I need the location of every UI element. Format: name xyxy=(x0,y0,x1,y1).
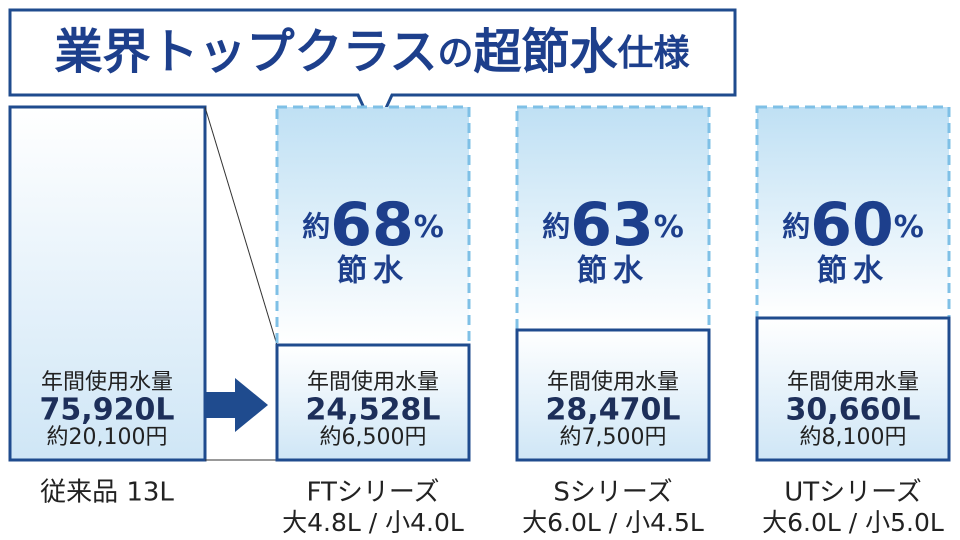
product-name: UTシリーズ xyxy=(784,478,922,508)
cost: 約6,500円 xyxy=(320,425,427,450)
flush-volume: 大4.8L / 小4.0L xyxy=(282,508,464,537)
saving-area xyxy=(275,105,471,347)
title: 業界トップクラスの超節水仕様 xyxy=(54,24,690,80)
saving: 約63% xyxy=(542,190,684,260)
title-part: 仕様 xyxy=(618,33,691,74)
saving: 約60% xyxy=(782,190,924,260)
saving-prefix: 約 xyxy=(782,210,810,243)
saving-prefix: 約 xyxy=(302,210,330,243)
product-name: Sシリーズ xyxy=(553,478,672,508)
saving-value: 60 xyxy=(810,190,894,260)
conventional-box xyxy=(8,105,207,462)
title-part: 超節水 xyxy=(474,24,619,80)
saving-unit: % xyxy=(894,210,924,245)
product-name: FTシリーズ xyxy=(306,478,439,508)
cost: 約7,500円 xyxy=(560,425,667,450)
usage-box xyxy=(275,343,471,462)
saving-area xyxy=(515,105,711,332)
saving-prefix: 約 xyxy=(542,210,570,243)
saving-unit: % xyxy=(414,210,444,245)
usage-box xyxy=(515,328,711,462)
connector xyxy=(204,106,278,346)
title-part: の xyxy=(438,33,474,74)
saving-label: 節水 xyxy=(337,254,409,289)
saving-value: 63 xyxy=(570,190,654,260)
usage-label: 年間使用水量 xyxy=(41,370,173,395)
saving-value: 68 xyxy=(330,190,414,260)
arrow xyxy=(205,378,268,432)
product-name: 従来品 13L xyxy=(40,478,174,508)
saving-label: 節水 xyxy=(817,254,889,289)
usage-label: 年間使用水量 xyxy=(307,370,439,395)
usage: 28,470L xyxy=(546,393,681,428)
cost: 約20,100円 xyxy=(47,425,168,450)
title-part: 業界トップクラス xyxy=(54,24,437,80)
saving: 約68% xyxy=(302,190,444,260)
flush-volume: 大6.0L / 小4.5L xyxy=(522,508,704,537)
flush-volume: 大6.0L / 小5.0L xyxy=(762,508,944,537)
saving-unit: % xyxy=(654,210,684,245)
usage-label: 年間使用水量 xyxy=(787,370,919,395)
usage: 75,920L xyxy=(40,393,175,428)
usage-box xyxy=(755,316,951,462)
usage-label: 年間使用水量 xyxy=(547,370,679,395)
cost: 約8,100円 xyxy=(800,425,907,450)
saving-label: 節水 xyxy=(577,254,649,289)
usage: 24,528L xyxy=(306,393,441,428)
usage: 30,660L xyxy=(786,393,921,428)
